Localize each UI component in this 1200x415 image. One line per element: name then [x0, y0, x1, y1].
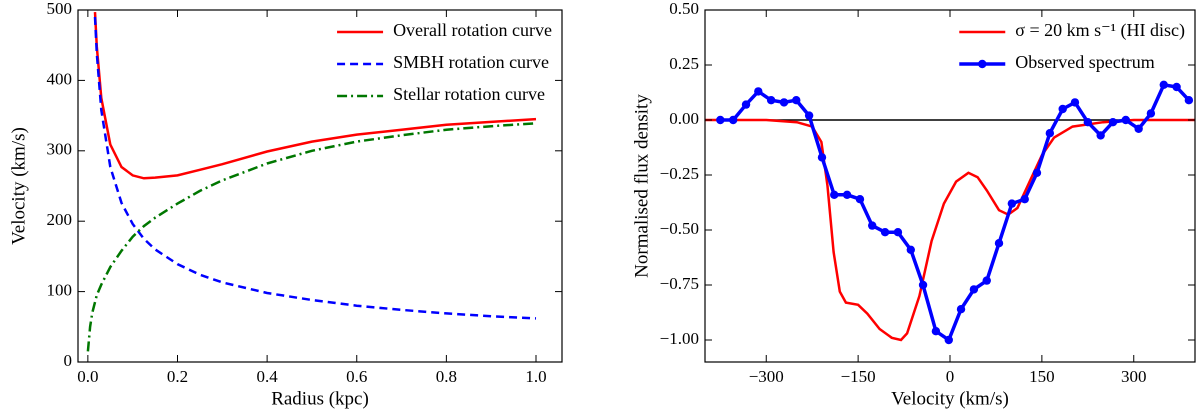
y-tick-label: 0.00 [669, 109, 699, 128]
marker [880, 228, 890, 237]
marker [931, 327, 941, 336]
marker [1070, 98, 1080, 107]
series-line [86, 122, 537, 352]
y-tick-label: −0.75 [660, 274, 699, 293]
marker [1134, 124, 1143, 133]
marker [1146, 109, 1156, 118]
legend-label: SMBH rotation curve [393, 52, 549, 72]
y-tick-label: 100 [47, 281, 73, 300]
marker [1172, 82, 1181, 92]
marker [779, 98, 789, 107]
marker [868, 221, 877, 230]
x-tick-label: 150 [1029, 367, 1055, 386]
legend-label: Overall rotation curve [393, 20, 552, 40]
x-tick-label: 0.0 [77, 367, 98, 386]
marker [956, 305, 966, 314]
x-tick-label: 1.0 [525, 367, 546, 386]
legend: Overall rotation curve SMBH rotation curv… [337, 20, 552, 104]
plot: −300 −150 0 150 300 0.50 0.25 0.00 −0.25 −0.50 −0.… [631, 0, 1196, 409]
x-tick-label: 0.6 [346, 367, 367, 386]
marker [1096, 131, 1105, 140]
axes-frame [77, 9, 563, 363]
series-line [93, 16, 537, 320]
marker [728, 115, 738, 125]
marker [906, 245, 915, 254]
y-tick-label: 400 [47, 69, 73, 88]
y-tick-label: 200 [47, 210, 73, 229]
marker [716, 115, 725, 125]
x-tick-label: 0.2 [167, 367, 188, 386]
x-axis-label: Radius (kpc) [271, 388, 369, 409]
x-tick-label: −150 [841, 367, 876, 386]
marker [766, 96, 776, 105]
legend-label: σ = 20 km s⁻¹ (HI disc) [1015, 20, 1185, 41]
series-line [705, 118, 1195, 342]
x-tick-label: 0 [946, 367, 955, 386]
series-line [93, 12, 537, 180]
marker [994, 239, 1004, 248]
marker [754, 87, 763, 96]
legend-marker [978, 59, 987, 69]
marker [1020, 195, 1029, 204]
marker [1058, 104, 1067, 114]
marker [969, 285, 979, 294]
y-axis-label: Normalised flux density [631, 94, 652, 278]
marker [918, 280, 928, 290]
y-tick-label: 0 [64, 351, 73, 370]
marker [1184, 96, 1194, 105]
marker [842, 190, 852, 199]
series-line [720, 82, 1191, 343]
marker [1108, 118, 1118, 127]
marker [893, 228, 903, 237]
y-tick-label: 0.50 [669, 0, 699, 18]
y-tick-label: −0.50 [660, 219, 699, 238]
y-tick-label: 0.25 [669, 54, 699, 73]
marker [817, 153, 827, 162]
marker [1032, 168, 1042, 177]
legend: σ = 20 km s⁻¹ (HI disc) Observed spectrum [959, 20, 1185, 72]
x-axis-label: Velocity (km/s) [891, 388, 1009, 409]
marker [944, 335, 953, 345]
x-tick-label: 0.4 [256, 367, 278, 386]
marker [1121, 115, 1130, 125]
marker [1159, 80, 1168, 90]
y-tick-label: −0.25 [660, 164, 699, 183]
x-tick-label: 0.8 [436, 367, 457, 386]
marker [830, 190, 839, 199]
marker [792, 96, 801, 105]
y-tick-label: 300 [47, 140, 73, 159]
marker [741, 100, 751, 109]
x-tick-label: 300 [1121, 367, 1147, 386]
x-tick-label: −300 [749, 367, 784, 386]
marker [855, 195, 865, 204]
marker [1045, 129, 1055, 138]
y-tick-label: −1.00 [660, 329, 699, 348]
legend-label: Observed spectrum [1015, 52, 1154, 72]
marker [982, 276, 991, 285]
marker [1083, 118, 1093, 127]
legend-label: Stellar rotation curve [393, 84, 545, 104]
plot: 0.0 0.2 0.4 0.6 0.8 1.0 0 100 200 300 400 500 Radius… [8, 0, 563, 409]
y-axis-label: Velocity (km/s) [8, 127, 29, 245]
marker [1007, 199, 1017, 208]
y-tick-label: 500 [47, 0, 73, 18]
marker [804, 111, 814, 120]
